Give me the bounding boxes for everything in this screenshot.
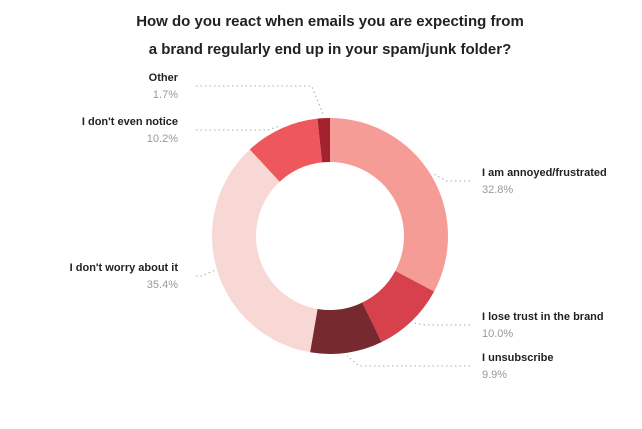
leader-line [433, 173, 470, 182]
slice-value-label: 10.2% [147, 133, 178, 145]
slice-value-label: 35.4% [147, 279, 178, 291]
donut-slice [249, 118, 323, 182]
slice-label: I don't worry about it [70, 262, 179, 274]
slice-label: I lose trust in the brand [482, 311, 604, 323]
slice-label: I don't even notice [82, 116, 178, 128]
slice-label: I unsubscribe [482, 352, 554, 364]
chart-title: a brand regularly end up in your spam/ju… [149, 41, 512, 58]
leader-line [413, 322, 470, 326]
slice-label: Other [149, 72, 179, 84]
slice-value-label: 9.9% [482, 369, 507, 381]
leader-line [346, 355, 470, 367]
slice-value-label: 32.8% [482, 184, 513, 196]
donut-slice [330, 118, 448, 292]
donut-slice [362, 270, 435, 343]
slice-value-label: 10.0% [482, 328, 513, 340]
donut-slice [310, 302, 382, 354]
slice-value-label: 1.7% [153, 89, 178, 101]
leader-line [196, 270, 215, 277]
slice-label: I am annoyed/frustrated [482, 167, 607, 179]
chart-title: How do you react when emails you are exp… [136, 13, 524, 30]
leader-line [196, 85, 325, 116]
donut-slice [211, 149, 318, 353]
donut-slice [317, 118, 330, 163]
leader-line [196, 125, 281, 131]
